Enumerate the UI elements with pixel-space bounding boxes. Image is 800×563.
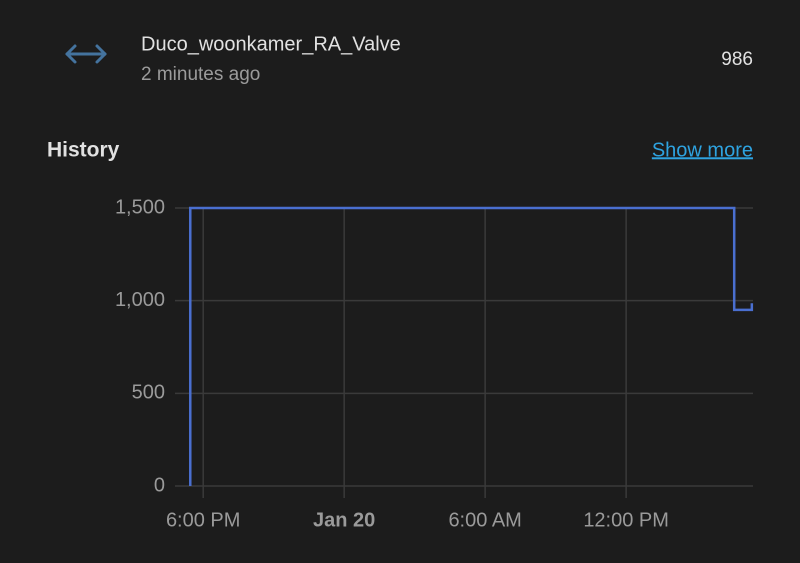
last-changed: 2 minutes ago <box>141 64 260 85</box>
y-tick-label: 0 <box>154 474 165 496</box>
entity-icon <box>65 44 107 64</box>
y-tick-label: 500 <box>132 382 165 404</box>
y-tick-label: 1,500 <box>115 196 165 218</box>
y-tick-label: 1,000 <box>115 289 165 311</box>
x-tick-label: 6:00 PM <box>166 509 240 531</box>
x-tick-label: 6:00 AM <box>448 509 521 531</box>
state: 986 <box>721 49 753 70</box>
entity-name: Duco_woonkamer_RA_Valve <box>141 33 401 55</box>
x-tick-label: 12:00 PM <box>583 509 669 531</box>
series-line <box>189 206 754 486</box>
history-title: History <box>47 139 120 162</box>
x-tick-label: Jan 20 <box>313 509 375 531</box>
show-more-link[interactable]: Show more <box>652 139 753 161</box>
